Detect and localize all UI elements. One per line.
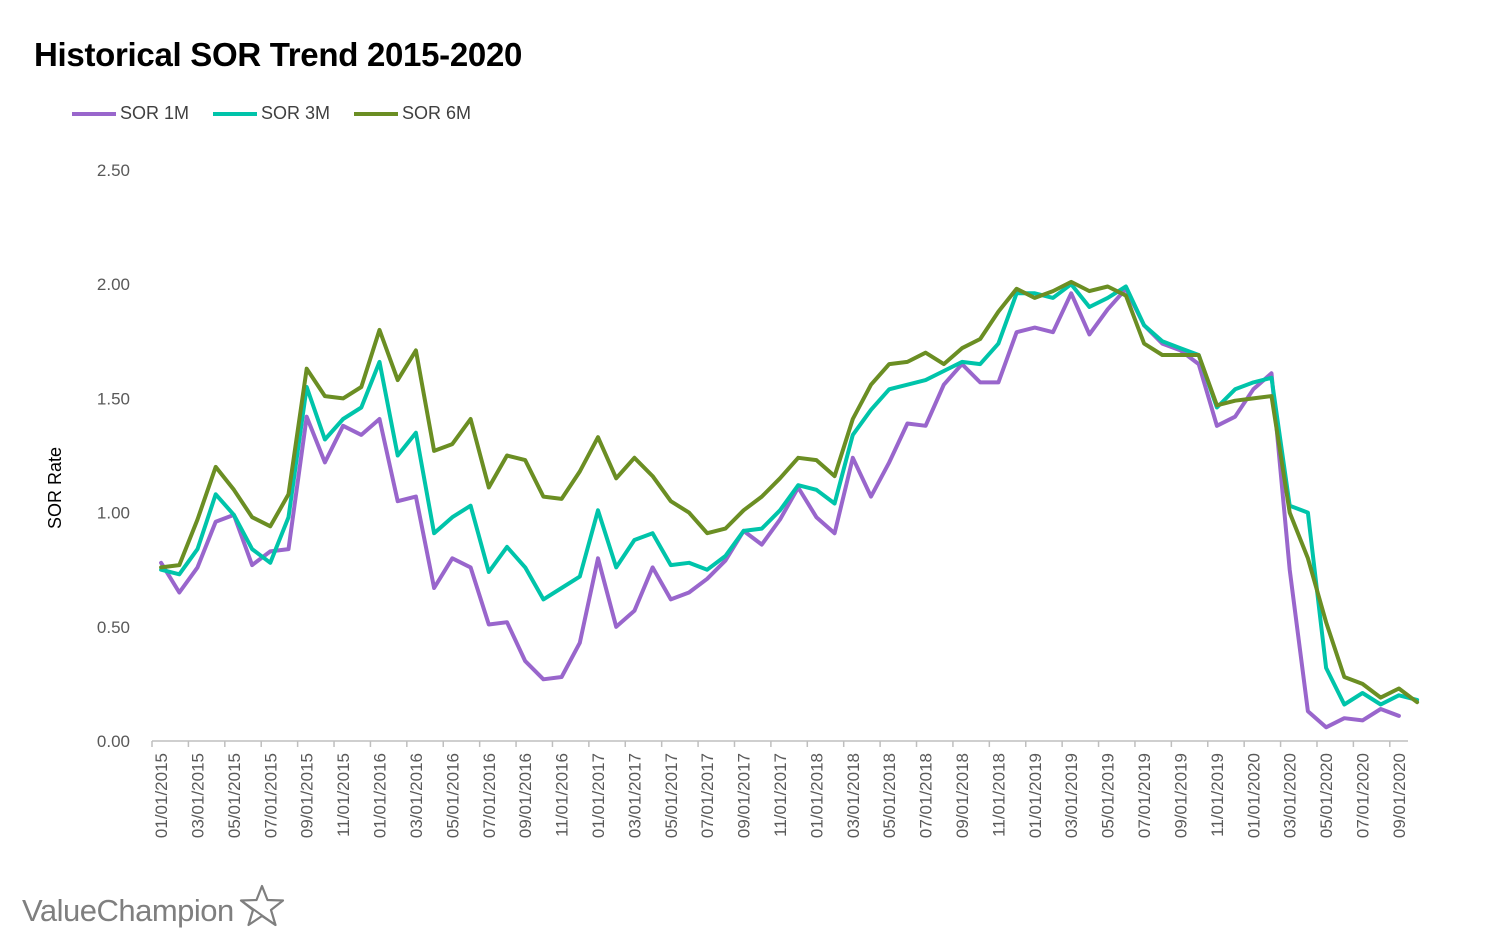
x-tick-label: 01/01/2019: [1026, 753, 1045, 838]
x-tick-label: 09/01/2016: [516, 753, 535, 838]
legend-swatch-sor-6m: [354, 111, 399, 116]
series-line-sor-1m: [159, 286, 1401, 730]
y-tick-label: 0.00: [97, 732, 130, 751]
x-tick-label: 05/01/2019: [1099, 753, 1118, 838]
legend-entry-sor-6m: SOR 6M: [354, 103, 471, 124]
x-tick-label: 05/01/2020: [1317, 753, 1336, 838]
legend-swatch-sor-3m: [213, 111, 258, 116]
x-tick-label: 05/01/2017: [662, 753, 681, 838]
y-tick-label: 1.00: [97, 504, 130, 523]
legend-entry-sor-1m: SOR 1M: [72, 103, 189, 124]
y-axis-title: SOR Rate: [45, 447, 65, 529]
legend-label-sor-1m: SOR 1M: [120, 103, 190, 123]
x-tick-label: 03/01/2020: [1281, 753, 1300, 838]
x-tick-label: 11/01/2015: [334, 753, 353, 837]
x-tick-label: 11/01/2019: [1208, 753, 1227, 837]
x-tick-label: 03/01/2017: [625, 753, 644, 838]
x-tick-label: 01/01/2020: [1244, 753, 1263, 838]
series-line-sor-6m: [159, 279, 1420, 705]
x-tick-label: 09/01/2020: [1390, 753, 1409, 838]
chart-title: Historical SOR Trend 2015-2020: [34, 36, 523, 73]
x-tick-label: 07/01/2015: [261, 753, 280, 838]
x-tick-label: 01/01/2018: [807, 753, 826, 838]
series-lines: [159, 279, 1420, 730]
x-tick-label: 07/01/2017: [698, 753, 717, 838]
x-tick-label: 03/01/2016: [407, 753, 426, 838]
chart-legend: SOR 1M SOR 3M SOR 6M: [72, 103, 471, 124]
brand-name: ValueChampion: [22, 893, 234, 928]
x-tick-label: 07/01/2019: [1135, 753, 1154, 838]
x-tick-label: 09/01/2019: [1171, 753, 1190, 838]
legend-label-sor-3m: SOR 3M: [261, 103, 331, 123]
y-axis-ticks: 0.00 0.50 1.00 1.50 2.00 2.50: [97, 161, 130, 751]
series-line-sor-3m: [159, 282, 1420, 707]
x-tick-label: 01/01/2015: [152, 753, 171, 838]
x-tick-label: 11/01/2018: [989, 753, 1008, 837]
x-tick-label: 09/01/2015: [298, 753, 317, 838]
x-tick-label: 01/01/2017: [589, 753, 608, 838]
brand-logo: ValueChampion: [22, 884, 286, 929]
x-tick-label: 03/01/2019: [1062, 753, 1081, 838]
x-tick-label: 09/01/2018: [953, 753, 972, 838]
x-tick-label: 07/01/2018: [917, 753, 936, 838]
x-tick-label: 05/01/2015: [225, 753, 244, 838]
y-tick-label: 1.50: [97, 389, 130, 408]
x-tick-label: 03/01/2015: [189, 753, 208, 838]
x-tick-label: 07/01/2016: [480, 753, 499, 838]
x-tick-label: 03/01/2018: [844, 753, 863, 838]
x-tick-label: 09/01/2017: [735, 753, 754, 838]
x-tick-label: 11/01/2017: [771, 753, 790, 837]
legend-label-sor-6m: SOR 6M: [402, 103, 472, 123]
x-axis-ticks: 01/01/2015 03/01/2015 05/01/2015 07/01/2015…: [151, 741, 1409, 838]
legend-entry-sor-3m: SOR 3M: [213, 103, 330, 124]
y-tick-label: 0.50: [97, 618, 130, 637]
y-tick-label: 2.50: [97, 161, 130, 180]
x-tick-label: 05/01/2018: [880, 753, 899, 838]
legend-swatch-sor-1m: [72, 111, 116, 116]
x-tick-label: 05/01/2016: [443, 753, 462, 838]
x-tick-label: 07/01/2020: [1353, 753, 1372, 838]
x-tick-label: 01/01/2016: [371, 753, 390, 838]
y-tick-label: 2.00: [97, 275, 130, 294]
x-tick-label: 11/01/2016: [553, 753, 572, 837]
star-outline-icon: [239, 884, 284, 927]
